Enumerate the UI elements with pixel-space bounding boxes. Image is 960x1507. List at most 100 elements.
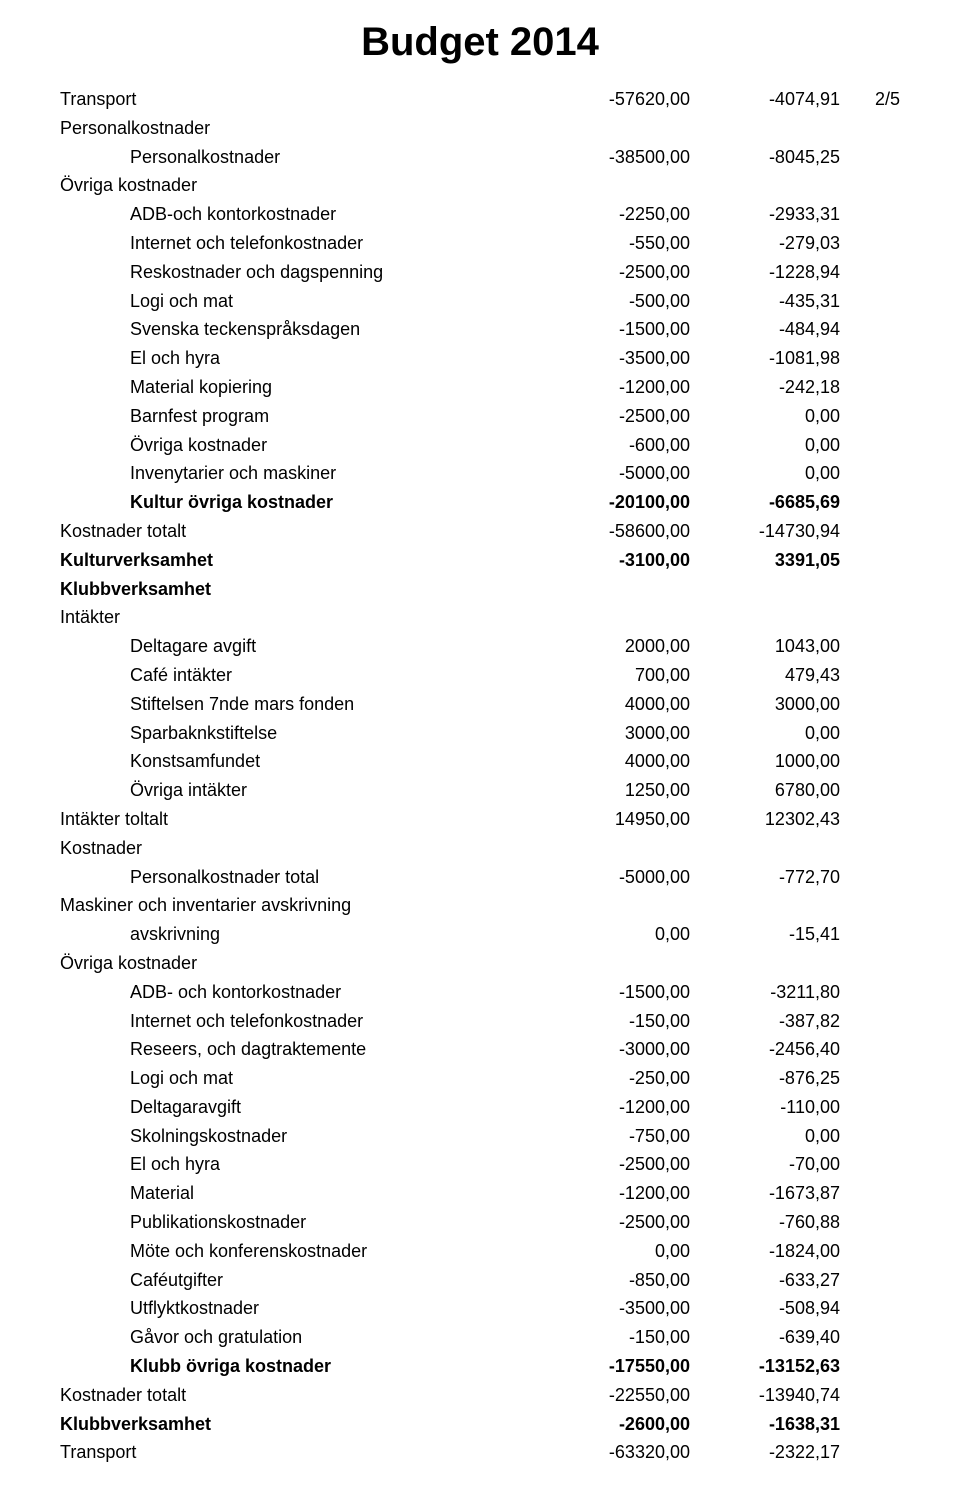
row-col3 <box>840 1150 900 1179</box>
row-col2: -279,03 <box>690 229 840 258</box>
table-row: Klubb övriga kostnader-17550,00-13152,63 <box>60 1352 900 1381</box>
row-col3 <box>840 575 900 604</box>
table-row: Kostnader totalt-22550,00-13940,74 <box>60 1381 900 1410</box>
row-col1: 3000,00 <box>540 719 690 748</box>
row-label: Kulturverksamhet <box>60 546 540 575</box>
row-col2: -435,31 <box>690 287 840 316</box>
table-row: El och hyra-3500,00-1081,98 <box>60 344 900 373</box>
row-col3 <box>840 287 900 316</box>
row-col2: 0,00 <box>690 402 840 431</box>
table-row: Transport-63320,00-2322,17 <box>60 1438 900 1467</box>
row-col1: 4000,00 <box>540 690 690 719</box>
row-col2: 0,00 <box>690 431 840 460</box>
table-row: Kultur övriga kostnader-20100,00-6685,69 <box>60 488 900 517</box>
row-col2: -4074,91 <box>690 85 840 114</box>
row-col2: -639,40 <box>690 1323 840 1352</box>
row-col3 <box>840 402 900 431</box>
row-label: Övriga intäkter <box>60 776 540 805</box>
row-col3 <box>840 776 900 805</box>
row-col3 <box>840 517 900 546</box>
row-col1: 4000,00 <box>540 747 690 776</box>
row-col2: -13940,74 <box>690 1381 840 1410</box>
row-label: Skolningskostnader <box>60 1122 540 1151</box>
row-label: Reskostnader och dagspenning <box>60 258 540 287</box>
row-col3 <box>840 315 900 344</box>
row-col1: -3100,00 <box>540 546 690 575</box>
row-col2: 1000,00 <box>690 747 840 776</box>
row-col3 <box>840 1093 900 1122</box>
table-row: Utflyktkostnader-3500,00-508,94 <box>60 1294 900 1323</box>
table-row: Deltagaravgift-1200,00-110,00 <box>60 1093 900 1122</box>
row-col1: -1200,00 <box>540 1093 690 1122</box>
row-label: Kostnader totalt <box>60 517 540 546</box>
row-col2: -15,41 <box>690 920 840 949</box>
row-col3 <box>840 863 900 892</box>
row-col1: 700,00 <box>540 661 690 690</box>
table-row: Övriga kostnader <box>60 949 900 978</box>
row-col1: -600,00 <box>540 431 690 460</box>
table-row: Konstsamfundet4000,001000,00 <box>60 747 900 776</box>
row-col1: -150,00 <box>540 1323 690 1352</box>
row-label: Stiftelsen 7nde mars fonden <box>60 690 540 719</box>
table-row: Logi och mat-250,00-876,25 <box>60 1064 900 1093</box>
row-col2: 0,00 <box>690 1122 840 1151</box>
table-row: avskrivning0,00-15,41 <box>60 920 900 949</box>
row-col1: -22550,00 <box>540 1381 690 1410</box>
row-col3 <box>840 1352 900 1381</box>
row-col3 <box>840 1266 900 1295</box>
table-row: Svenska teckenspråksdagen-1500,00-484,94 <box>60 315 900 344</box>
row-label: Maskiner och inventarier avskrivning <box>60 891 540 920</box>
row-col3 <box>840 171 900 200</box>
table-row: Klubbverksamhet <box>60 575 900 604</box>
table-row: Övriga kostnader <box>60 171 900 200</box>
row-col2: 12302,43 <box>690 805 840 834</box>
row-col3 <box>840 488 900 517</box>
row-col2: 1043,00 <box>690 632 840 661</box>
row-col2: -484,94 <box>690 315 840 344</box>
row-col2: -14730,94 <box>690 517 840 546</box>
row-col3 <box>840 1438 900 1467</box>
row-col1: -1500,00 <box>540 315 690 344</box>
row-col3 <box>840 719 900 748</box>
row-col2: 0,00 <box>690 459 840 488</box>
row-label: Deltagare avgift <box>60 632 540 661</box>
table-row: Personalkostnader <box>60 114 900 143</box>
row-col2: -242,18 <box>690 373 840 402</box>
table-row: Barnfest program-2500,000,00 <box>60 402 900 431</box>
table-row: El och hyra-2500,00-70,00 <box>60 1150 900 1179</box>
row-label: Café intäkter <box>60 661 540 690</box>
row-col1 <box>540 834 690 863</box>
table-row: Material-1200,00-1673,87 <box>60 1179 900 1208</box>
table-row: Logi och mat-500,00-435,31 <box>60 287 900 316</box>
row-label: Intäkter <box>60 603 540 632</box>
row-col2: -387,82 <box>690 1007 840 1036</box>
row-col3 <box>840 431 900 460</box>
row-label: Utflyktkostnader <box>60 1294 540 1323</box>
row-label: Sparbaknkstiftelse <box>60 719 540 748</box>
row-col3 <box>840 258 900 287</box>
row-col3 <box>840 1208 900 1237</box>
row-col3 <box>840 603 900 632</box>
row-col3: 2/5 <box>840 85 900 114</box>
row-label: Logi och mat <box>60 1064 540 1093</box>
row-label: Internet och telefonkostnader <box>60 229 540 258</box>
row-label: Övriga kostnader <box>60 949 540 978</box>
row-col3 <box>840 661 900 690</box>
row-label: El och hyra <box>60 344 540 373</box>
row-label: Möte och konferenskostnader <box>60 1237 540 1266</box>
table-row: Kostnader <box>60 834 900 863</box>
table-row: Reskostnader och dagspenning-2500,00-122… <box>60 258 900 287</box>
row-label: Personalkostnader total <box>60 863 540 892</box>
row-col1: 2000,00 <box>540 632 690 661</box>
row-label: avskrivning <box>60 920 540 949</box>
row-label: Konstsamfundet <box>60 747 540 776</box>
row-col2: 6780,00 <box>690 776 840 805</box>
row-label: Gåvor och gratulation <box>60 1323 540 1352</box>
row-col2: -772,70 <box>690 863 840 892</box>
row-label: ADB- och kontorkostnader <box>60 978 540 1007</box>
row-col3 <box>840 920 900 949</box>
row-label: Klubb övriga kostnader <box>60 1352 540 1381</box>
row-col2: 479,43 <box>690 661 840 690</box>
row-label: Reseers, och dagtraktemente <box>60 1035 540 1064</box>
row-col1: -1500,00 <box>540 978 690 1007</box>
